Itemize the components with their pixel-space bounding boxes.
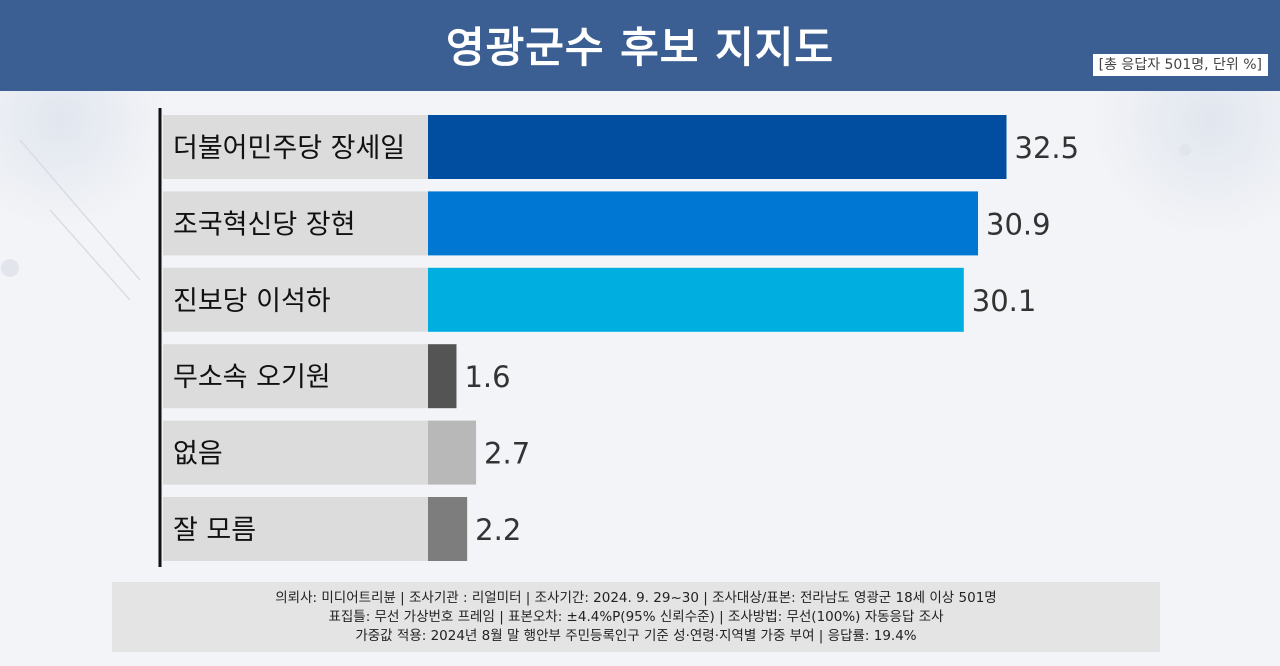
category-label: 없음 [173, 439, 223, 470]
data-label: 1.6 [464, 360, 510, 394]
category-label: 진보당 이석하 [173, 286, 331, 317]
category-label-bg [163, 344, 428, 409]
category-label-bg [163, 420, 428, 485]
category-label-bg [163, 115, 428, 179]
category-label: 잘 모름 [173, 515, 256, 546]
data-label: 30.1 [972, 284, 1037, 318]
bar [428, 267, 964, 332]
survey-info-box: 의뢰사: 미디어트리뷴 | 조사기관 : 리얼미터 | 조사기간: 2024. … [112, 582, 1160, 652]
survey-info-line-3: 가중값 적용: 2024년 8월 말 행안부 주민등록인구 기준 성·연령·지역… [355, 628, 917, 644]
header-bar: 영광군수 후보 지지도 [총 응답자 501명, 단위 %] [0, 0, 1280, 91]
category-label-bg [163, 191, 428, 256]
category-label: 무소속 오기원 [173, 362, 331, 393]
bar [428, 344, 457, 409]
data-label: 32.5 [1015, 131, 1080, 165]
data-label: 2.7 [484, 437, 530, 471]
category-label: 조국혁신당 장현 [173, 209, 355, 240]
category-label: 더불어민주당 장세일 [173, 133, 405, 164]
category-label-bg [163, 497, 428, 561]
bar [428, 115, 1007, 179]
chart-title: 영광군수 후보 지지도 [445, 23, 834, 72]
data-label: 2.2 [475, 513, 521, 547]
unit-note: [총 응답자 501명, 단위 %] [1092, 54, 1268, 76]
data-label: 30.9 [986, 207, 1051, 241]
bar [428, 191, 979, 256]
survey-info-line-2: 표집틀: 무선 가상번호 프레임 | 표본오차: ±4.4%P(95% 신뢰수준… [328, 609, 944, 625]
bar [428, 497, 468, 561]
category-label-bg [163, 267, 428, 332]
bar [428, 420, 477, 485]
survey-info-line-1: 의뢰사: 미디어트리뷴 | 조사기관 : 리얼미터 | 조사기간: 2024. … [275, 590, 997, 606]
